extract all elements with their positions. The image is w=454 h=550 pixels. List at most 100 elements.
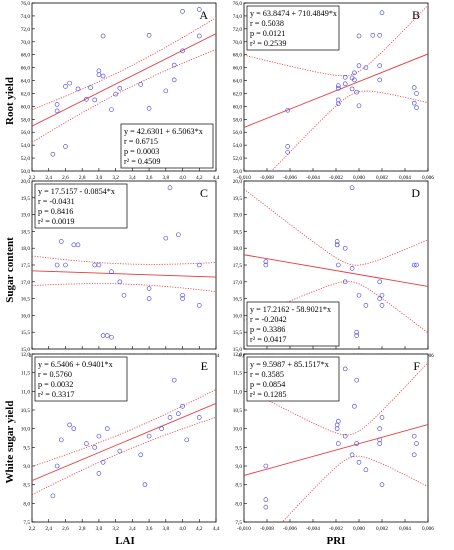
data-point (196, 7, 202, 12)
confidence-band-upper (244, 188, 428, 266)
data-point (354, 89, 360, 95)
y-tick-label: 72,0 (21, 27, 31, 33)
data-point (75, 242, 81, 248)
stats-box (34, 356, 128, 402)
confidence-band-upper (244, 362, 428, 436)
data-point (334, 239, 340, 244)
data-point (54, 463, 60, 469)
y-tick-label: 64,0 (21, 79, 31, 85)
row-label-white-sugar-yield: White sugar yield (4, 401, 16, 484)
stats-box (34, 183, 128, 229)
data-point (377, 437, 383, 443)
stats-line: y = 17.5157 - 0.0854*x (38, 187, 115, 196)
y-tick-label: 70,0 (233, 40, 243, 46)
data-point (377, 63, 383, 68)
x-tick-label: 3,6 (146, 175, 153, 181)
data-point (92, 97, 98, 103)
data-point (109, 334, 114, 340)
data-point (356, 459, 362, 465)
y-tick-label: 18,5 (21, 229, 31, 235)
y-tick-label: 52,0 (21, 156, 31, 162)
x-tick-label: 4,2 (196, 526, 203, 532)
data-point (171, 377, 177, 383)
data-point (354, 441, 360, 446)
y-tick-label: 19,0 (233, 213, 243, 219)
y-tick-label: 12,0 (233, 352, 243, 358)
stats-line: r = 0.5038 (250, 19, 284, 28)
x-tick-label: 2,4 (45, 175, 52, 181)
data-point (54, 102, 60, 107)
y-tick-label: 52,0 (233, 156, 243, 162)
stats-line: r = 0.5760 (38, 370, 72, 379)
y-tick-label: 19,0 (21, 213, 31, 219)
data-point (63, 144, 68, 149)
stats-line: y = 42.6301 + 6.5063*x (124, 127, 203, 136)
y-tick-label: 10,0 (233, 427, 243, 433)
data-point (171, 77, 177, 83)
stats-line: r² = 0.0417 (250, 335, 286, 344)
y-tick-label: 50,0 (21, 169, 31, 175)
row-label-sugar-content: Sugar content (4, 237, 16, 303)
data-point (100, 73, 106, 79)
panel-E: 2,2 2,4 2,6 2,8 3,0 3,2 3,4 3,6 3,8 4,0 4,2 4,4 7,5 8… (21, 352, 220, 532)
data-point (71, 426, 77, 431)
stats-line: r² = 0.4509 (124, 157, 160, 166)
data-point (100, 33, 106, 39)
x-tick-label: 2,8 (79, 526, 86, 532)
data-point (335, 441, 341, 446)
y-tick-label: 8,0 (235, 501, 242, 507)
y-tick-label: 18,0 (233, 246, 243, 252)
data-point (411, 85, 417, 90)
regression-line (32, 270, 216, 278)
data-point (84, 96, 89, 102)
x-tick-label: 3,4 (129, 526, 136, 532)
x-tick-label: 3,0 (96, 175, 103, 181)
panel-label: F (413, 359, 420, 373)
data-point (171, 62, 177, 68)
data-point (96, 262, 102, 268)
regression-line (244, 254, 428, 287)
confidence-band-upper (244, 4, 428, 77)
x-label-lai: LAI (115, 535, 135, 547)
data-point (379, 292, 385, 298)
x-tick-label: 2,8 (79, 175, 86, 181)
data-point (117, 448, 123, 454)
y-tick-label: 11,5 (233, 371, 242, 377)
data-point (354, 377, 360, 383)
y-tick-label: 8,0 (23, 501, 30, 507)
x-tick-label: 4,4 (213, 175, 220, 181)
y-tick-label: 60,0 (233, 104, 243, 110)
data-point (196, 303, 202, 308)
stats-line: p = 0.0854 (250, 380, 285, 389)
data-point (349, 86, 355, 92)
data-point (342, 75, 348, 80)
data-point (113, 91, 118, 97)
x-tick-label: 4,2 (196, 175, 203, 181)
data-point (356, 63, 362, 68)
y-tick-label: 60,0 (21, 104, 31, 110)
data-point (263, 262, 269, 268)
data-point (138, 82, 144, 87)
data-point (335, 97, 341, 103)
data-point (335, 83, 341, 89)
data-point (354, 329, 360, 335)
data-point (109, 107, 114, 112)
data-point (356, 292, 362, 298)
data-point (377, 33, 383, 38)
x-tick-label: -0,008 (260, 175, 274, 181)
y-tick-label: 68,0 (233, 53, 243, 59)
regression-line (32, 33, 216, 127)
y-tick-label: 10,0 (21, 427, 31, 433)
y-tick-label: 62,0 (21, 91, 31, 97)
stats-line: p = 0.8416 (38, 207, 73, 216)
x-tick-label: 0,006 (422, 175, 434, 181)
data-point (180, 403, 185, 409)
y-tick-label: 16,0 (233, 313, 243, 319)
data-point (67, 422, 72, 428)
stats-line: r = -0.2042 (250, 315, 287, 324)
confidence-band-lower (32, 416, 216, 496)
y-tick-label: 10,5 (233, 408, 243, 414)
data-point (180, 48, 185, 54)
y-tick-label: 58,0 (21, 117, 31, 123)
y-tick-label: 12,0 (21, 352, 31, 358)
